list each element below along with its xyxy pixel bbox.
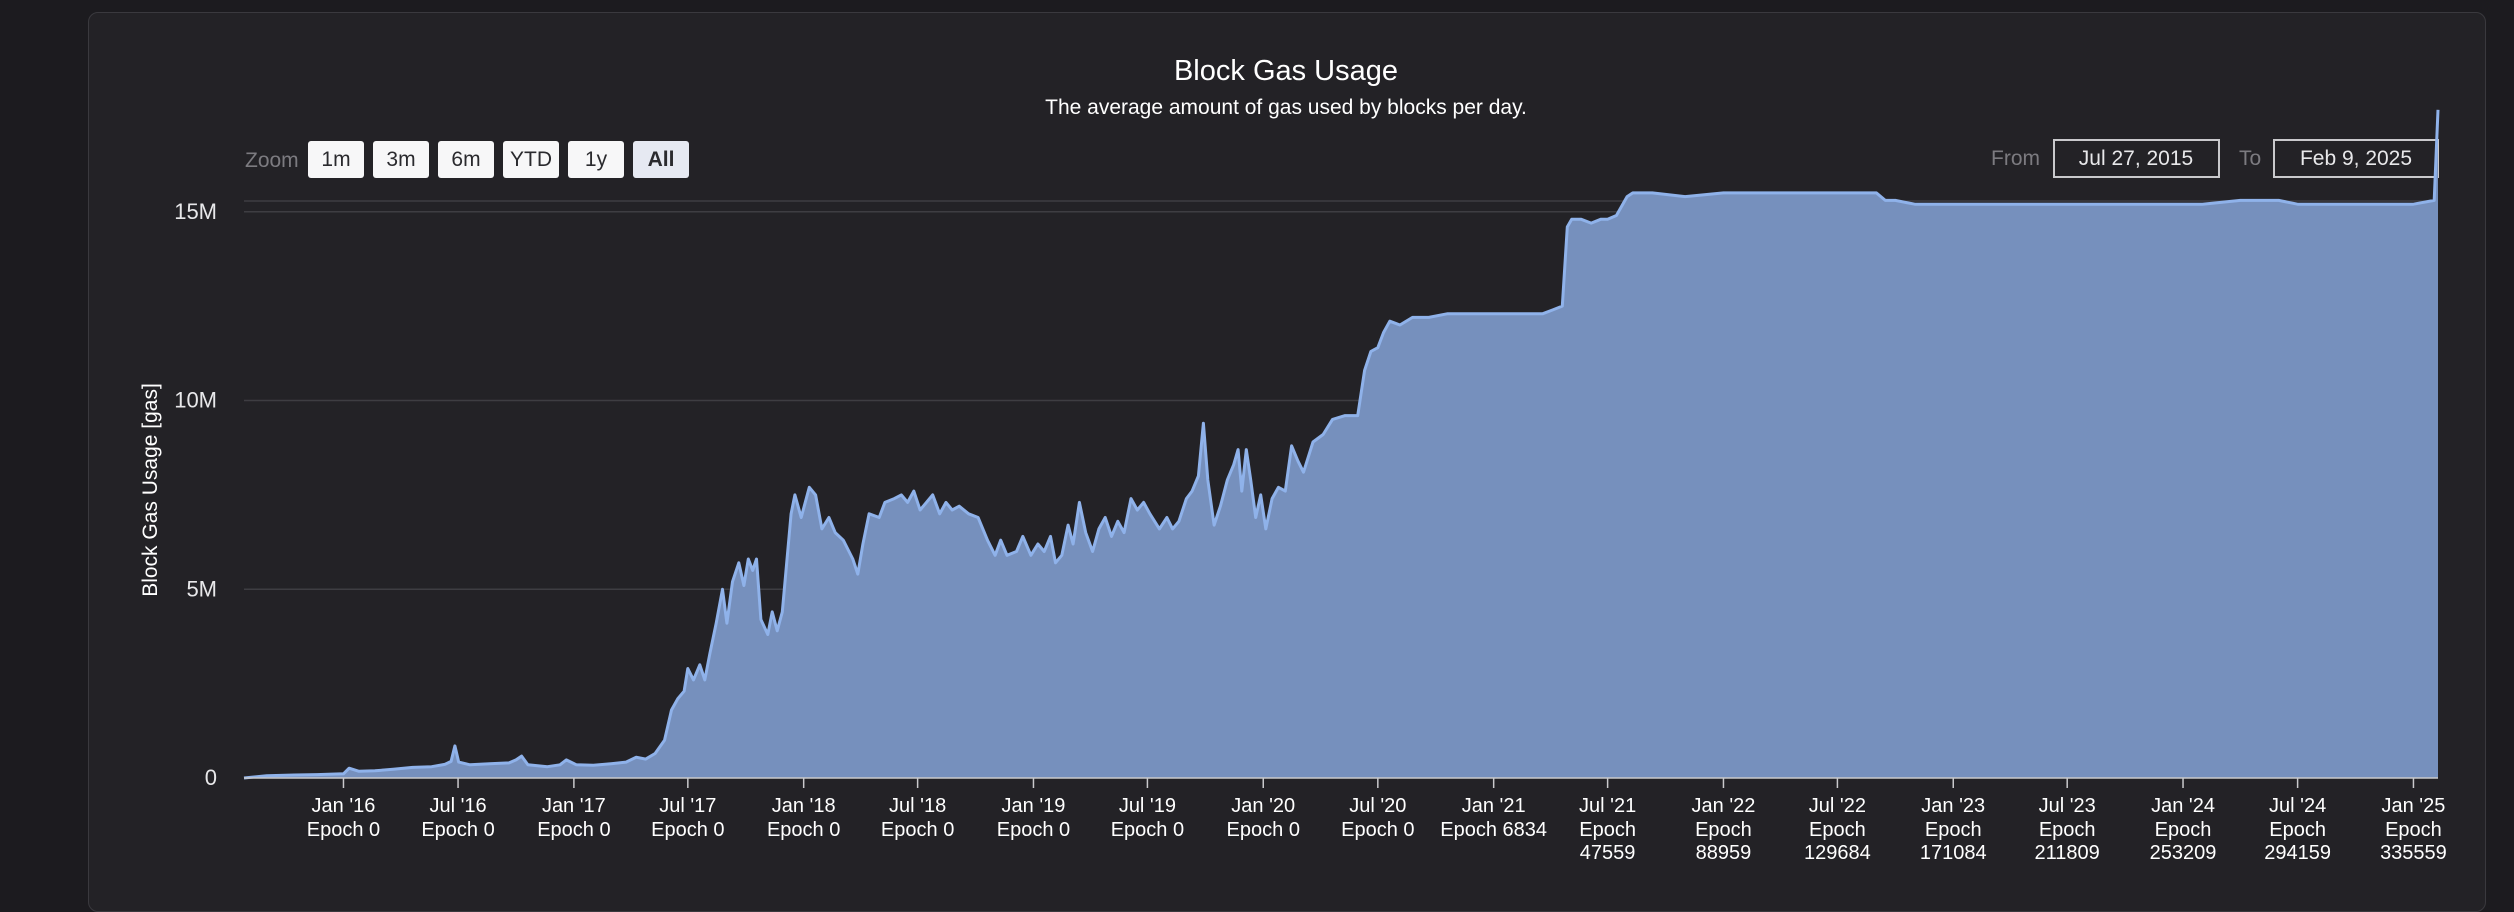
zoom-button-3m[interactable]: 3m xyxy=(373,141,429,178)
zoom-button-bg xyxy=(503,141,559,178)
x-tick-epoch-label: Epoch xyxy=(2269,819,2326,841)
zoom-button-bg xyxy=(373,141,429,178)
x-tick-epoch-label: Epoch 0 xyxy=(1111,819,1184,841)
zoom-button-label: 6m xyxy=(451,148,480,171)
x-tick-epoch-label: Epoch 0 xyxy=(767,819,840,841)
x-tick-label: Jul '21 xyxy=(1579,795,1636,817)
chart-subtitle: The average amount of gas used by blocks… xyxy=(1045,96,1527,119)
x-tick-epoch-label: 335559 xyxy=(2380,842,2447,864)
x-tick-epoch-label: Epoch xyxy=(2039,819,2096,841)
y-tick-label: 0 xyxy=(205,765,217,790)
x-tick-epoch-label: Epoch xyxy=(1809,819,1866,841)
x-tick-epoch-label: 129684 xyxy=(1804,842,1871,864)
x-tick-epoch-label: 88959 xyxy=(1696,842,1752,864)
x-tick-label: Jul '20 xyxy=(1349,795,1406,817)
x-tick-epoch-label: 171084 xyxy=(1920,842,1987,864)
x-tick-label: Jan '17 xyxy=(542,795,606,817)
zoom-buttons: 1m 3m 6m YTD 1y All xyxy=(308,141,689,178)
x-tick-epoch-label: Epoch xyxy=(1925,819,1982,841)
to-date-value: Feb 9, 2025 xyxy=(2300,147,2412,170)
x-tick-epoch-label: Epoch 0 xyxy=(307,819,380,841)
x-tick-label: Jan '19 xyxy=(1002,795,1066,817)
x-tick-label: Jan '18 xyxy=(772,795,836,817)
x-tick-epoch-label: Epoch 0 xyxy=(421,819,494,841)
x-tick-label: Jan '25 xyxy=(2382,795,2446,817)
x-tick-epoch-label: Epoch 0 xyxy=(997,819,1070,841)
x-tick-epoch-label: 253209 xyxy=(2150,842,2217,864)
block-gas-usage-chart: Block Gas Usage The average amount of ga… xyxy=(139,55,2447,864)
x-tick-label: Jul '18 xyxy=(889,795,946,817)
zoom-button-bg xyxy=(438,141,494,178)
to-label: To xyxy=(2239,147,2261,170)
x-tick-label: Jul '22 xyxy=(1809,795,1866,817)
x-tick-label: Jul '16 xyxy=(429,795,486,817)
x-tick-epoch-label: 47559 xyxy=(1580,842,1636,864)
x-tick-epoch-label: Epoch xyxy=(1579,819,1636,841)
x-tick-epoch-label: Epoch 0 xyxy=(881,819,954,841)
zoom-button-all[interactable]: All xyxy=(633,141,689,178)
gas-usage-line xyxy=(243,109,2440,780)
x-tick-label: Jul '19 xyxy=(1119,795,1176,817)
zoom-button-label: 1m xyxy=(321,148,350,171)
x-tick-epoch-label: Epoch xyxy=(2155,819,2212,841)
gas-usage-area xyxy=(244,109,2438,779)
x-tick-label: Jan '24 xyxy=(2151,795,2215,817)
zoom-button-label: 1y xyxy=(585,148,608,171)
zoom-button-bg xyxy=(568,141,624,178)
zoom-button-6m[interactable]: 6m xyxy=(438,141,494,178)
x-tick-epoch-label: Epoch 0 xyxy=(651,819,724,841)
x-tick-epoch-label: Epoch 6834 xyxy=(1440,819,1547,841)
from-date-input[interactable]: Jul 27, 2015 xyxy=(2053,139,2220,178)
zoom-button-1m[interactable]: 1m xyxy=(308,141,364,178)
x-tick-epoch-label: Epoch 0 xyxy=(1227,819,1300,841)
zoom-button-label: All xyxy=(648,148,675,171)
x-tick-epoch-label: Epoch xyxy=(1695,819,1752,841)
zoom-button-ytd[interactable]: YTD xyxy=(503,141,559,178)
zoom-button-bg xyxy=(633,141,689,178)
zoom-button-label: YTD xyxy=(510,148,552,171)
x-tick-epoch-label: Epoch xyxy=(2385,819,2442,841)
x-tick-label: Jan '21 xyxy=(1462,795,1526,817)
x-tick-label: Jul '24 xyxy=(2269,795,2326,817)
y-axis-ticks: 0 5M 10M 15M xyxy=(174,199,217,790)
y-tick-label: 5M xyxy=(186,576,217,601)
x-tick-label: Jul '17 xyxy=(659,795,716,817)
x-tick-label: Jan '16 xyxy=(312,795,376,817)
x-tick-epoch-label: Epoch 0 xyxy=(537,819,610,841)
zoom-button-1y[interactable]: 1y xyxy=(568,141,624,178)
zoom-button-bg xyxy=(308,141,364,178)
y-tick-label: 10M xyxy=(174,388,217,413)
y-axis-label: Block Gas Usage [gas] xyxy=(139,383,162,597)
zoom-button-label: 3m xyxy=(386,148,415,171)
x-tick-label: Jan '23 xyxy=(1921,795,1985,817)
from-label: From xyxy=(1991,147,2040,170)
to-date-input[interactable]: Feb 9, 2025 xyxy=(2273,139,2439,178)
x-tick-label: Jul '23 xyxy=(2039,795,2096,817)
x-tick-epoch-label: Epoch 0 xyxy=(1341,819,1414,841)
x-tick-epoch-label: 211809 xyxy=(2035,842,2100,864)
x-tick-label: Jan '22 xyxy=(1692,795,1756,817)
from-date-value: Jul 27, 2015 xyxy=(2079,147,2193,170)
chart-title: Block Gas Usage xyxy=(1174,55,1398,87)
y-tick-label: 15M xyxy=(174,199,217,224)
zoom-label: Zoom xyxy=(245,149,299,172)
x-tick-label: Jan '20 xyxy=(1231,795,1295,817)
x-tick-epoch-label: 294159 xyxy=(2264,842,2331,864)
